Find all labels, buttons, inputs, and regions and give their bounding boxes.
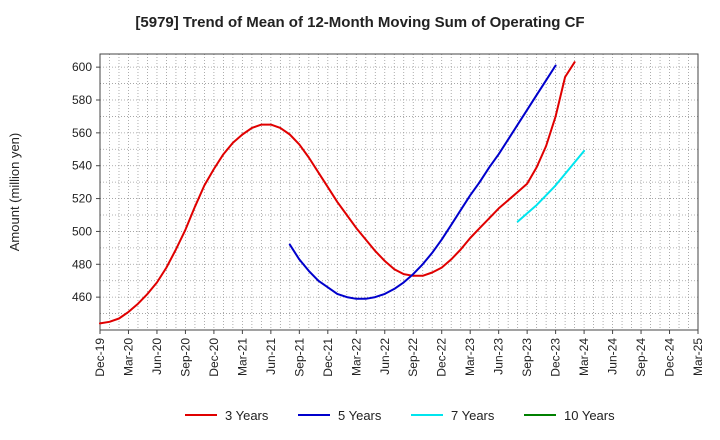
x-tick-label: Sep-20 — [178, 338, 192, 377]
x-tick-label: Sep-24 — [634, 338, 648, 377]
legend-label: 7 Years — [451, 408, 495, 423]
series-line-7-years — [516, 149, 586, 223]
x-tick-label: Mar-22 — [349, 338, 363, 376]
legend: 3 Years 5 Years 7 Years 10 Years — [185, 408, 615, 423]
plot-frame — [99, 53, 699, 331]
x-tick-label: Mar-23 — [463, 338, 477, 376]
x-tick-label: Dec-21 — [321, 338, 335, 377]
y-axis-title: Amount (million yen) — [7, 133, 22, 252]
x-tick-label: Mar-25 — [691, 338, 705, 376]
chart-title: [5979] Trend of Mean of 12-Month Moving … — [135, 14, 585, 31]
series-line-5-years — [288, 64, 557, 300]
y-tick-label: 540 — [72, 159, 92, 173]
x-tick-label: Sep-23 — [520, 338, 534, 377]
legend-label: 3 Years — [225, 408, 269, 423]
x-tick-label: Jun-20 — [150, 338, 164, 375]
y-tick-label: 520 — [72, 192, 92, 206]
x-tick-label: Mar-21 — [235, 338, 249, 376]
legend-label: 5 Years — [338, 408, 382, 423]
x-tick-label: Sep-21 — [292, 338, 306, 377]
x-axis: Dec-19 Mar-20 Jun-20 Sep-20 Dec-20 Mar-21 Jun-… — [93, 330, 705, 377]
x-tick-label: Dec-19 — [93, 338, 107, 377]
x-tick-label: Dec-23 — [549, 338, 563, 377]
x-tick-label: Jun-22 — [378, 338, 392, 375]
x-tick-label: Sep-22 — [406, 338, 420, 377]
legend-label: 10 Years — [564, 408, 615, 423]
x-tick-label: Mar-20 — [121, 338, 135, 376]
x-tick-label: Jun-24 — [606, 338, 620, 375]
y-tick-label: 580 — [72, 93, 92, 107]
x-tick-label: Jun-23 — [492, 338, 506, 375]
x-tick-label: Mar-24 — [577, 338, 591, 376]
y-axis: 460 480 500 520 540 560 580 600 — [72, 60, 100, 304]
x-tick-label: Dec-20 — [207, 338, 221, 377]
series-lines — [99, 61, 586, 325]
series-line-3-years — [99, 61, 576, 325]
x-tick-label: Dec-22 — [435, 338, 449, 377]
y-tick-label: 500 — [72, 224, 92, 238]
x-tick-label: Dec-24 — [663, 338, 677, 377]
y-tick-label: 480 — [72, 257, 92, 271]
y-tick-label: 460 — [72, 290, 92, 304]
grid — [100, 54, 698, 331]
y-tick-label: 560 — [72, 126, 92, 140]
y-tick-label: 600 — [72, 60, 92, 74]
x-tick-label: Jun-21 — [264, 338, 278, 375]
